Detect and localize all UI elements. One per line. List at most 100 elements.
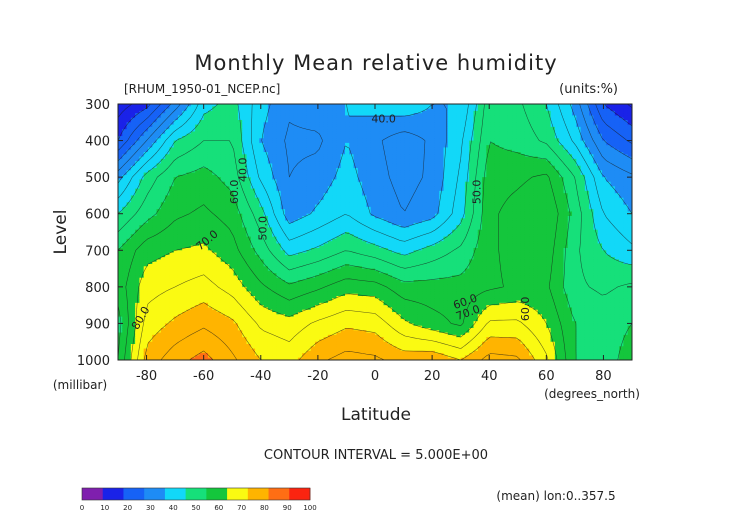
contour-cell (177, 218, 183, 222)
contour-cell (143, 115, 149, 119)
contour-cell (199, 165, 205, 169)
contour-cell (152, 261, 158, 265)
contour-cell (135, 316, 141, 320)
contour-cell (233, 346, 239, 350)
contour-cell (126, 211, 132, 215)
contour-cell (165, 282, 170, 286)
contour-cell (186, 172, 192, 176)
contour-cell (160, 286, 166, 290)
contour-cell (122, 248, 128, 251)
contour-cell (139, 266, 145, 270)
contour-cell (152, 209, 158, 213)
contour-cell (190, 202, 196, 206)
contour-cell (182, 200, 188, 203)
contour-cell (143, 136, 149, 139)
contour-cell (165, 149, 170, 153)
contour-cell (147, 117, 153, 121)
contour-cell (152, 312, 158, 315)
contour-cell (160, 154, 166, 158)
contour-cell (199, 268, 205, 272)
contour-cell (118, 197, 123, 201)
contour-cell (122, 252, 128, 256)
contour-cell (152, 225, 158, 229)
contour-cell (147, 318, 153, 322)
contour-fill-layer (118, 104, 632, 360)
contour-cell (135, 248, 141, 251)
contour-cell (169, 161, 175, 165)
contour-cell (216, 280, 222, 283)
contour-cell (229, 211, 235, 215)
contour-cell (225, 145, 230, 149)
contour-cell (135, 168, 141, 171)
contour-cell (177, 302, 183, 306)
contour-cell (182, 268, 188, 272)
contour-cell (139, 298, 145, 302)
contour-cell (139, 280, 145, 283)
contour-cell (203, 254, 209, 258)
contour-cell (165, 113, 170, 117)
contour-cell (139, 204, 145, 208)
contour-cell (126, 110, 132, 114)
contour-cell (143, 156, 149, 160)
contour-cell (186, 339, 192, 343)
contour-cell (126, 158, 132, 162)
contour-cell (190, 216, 196, 219)
contour-cell (199, 293, 205, 297)
contour-cell (229, 330, 235, 334)
contour-cell (199, 149, 205, 153)
contour-cell (118, 286, 123, 290)
contour-cell (186, 259, 192, 263)
contour-cell (212, 104, 218, 107)
contour-cell (143, 323, 149, 327)
contour-cell (220, 234, 226, 238)
contour-cell (177, 289, 183, 293)
contour-cell (156, 236, 162, 240)
contour-cell (203, 124, 209, 128)
contour-cell (135, 282, 141, 286)
contour-cell (143, 307, 149, 311)
contour-cell (173, 142, 179, 146)
contour-cell (199, 248, 205, 251)
contour-cell (118, 220, 123, 224)
contour-cell (126, 179, 132, 183)
contour-cell (147, 293, 153, 297)
contour-cell (216, 341, 222, 345)
contour-cell (207, 136, 213, 139)
contour-cell (199, 120, 205, 123)
contour-cell (169, 236, 175, 240)
contour-cell (177, 316, 183, 320)
contour-cell (199, 312, 205, 315)
contour-cell (130, 334, 136, 338)
contour-cell (216, 238, 222, 242)
contour-cell (229, 353, 235, 357)
contour-cell (190, 339, 196, 343)
contour-cell (220, 277, 226, 281)
contour-cell (143, 177, 149, 181)
contour-cell (169, 142, 175, 146)
contour-cell (160, 218, 166, 222)
contour-cell (216, 181, 222, 185)
contour-cell (177, 163, 183, 167)
contour-cell (229, 184, 235, 187)
contour-cell (147, 124, 153, 128)
contour-cell (212, 339, 218, 343)
contour-cell (216, 305, 222, 309)
contour-cell (182, 129, 188, 133)
contour-cell (135, 286, 141, 290)
contour-cell (173, 341, 179, 345)
contour-cell (147, 108, 153, 112)
contour-cell (139, 325, 145, 329)
contour-cell (216, 284, 222, 288)
contour-cell (143, 264, 149, 267)
contour-cell (160, 216, 166, 219)
contour-cell (225, 131, 230, 135)
contour-cell (118, 238, 123, 242)
contour-cell (165, 225, 170, 229)
contour-cell (212, 179, 218, 183)
contour-cell (165, 293, 170, 297)
contour-cell (130, 257, 136, 261)
contour-cell (195, 291, 200, 295)
contour-cell (147, 248, 153, 251)
contour-cell (233, 337, 239, 341)
contour-cell (147, 241, 153, 245)
